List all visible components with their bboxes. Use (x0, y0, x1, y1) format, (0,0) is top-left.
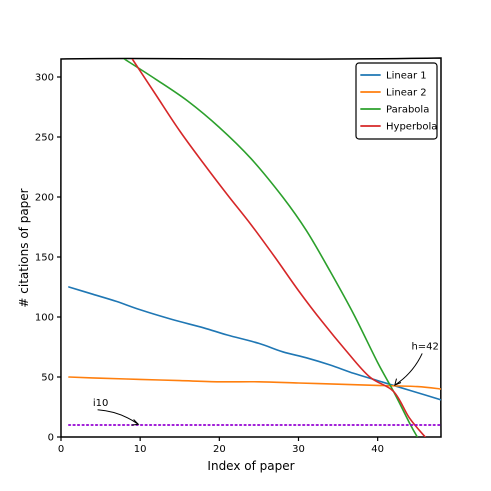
legend-label: Hyperbola (386, 122, 437, 133)
annotation-arrow (394, 353, 423, 386)
x-tick-label: 30 (292, 444, 305, 455)
y-tick-label: 200 (35, 193, 54, 204)
y-tick-label: 300 (35, 73, 54, 84)
y-tick-label: 250 (35, 133, 54, 144)
plot-frame (59, 57, 443, 439)
legend-label: Linear 1 (386, 71, 427, 82)
legend-label: Parabola (386, 105, 429, 116)
series-line-hyperbola (131, 59, 426, 437)
x-tick-label: 10 (134, 444, 147, 455)
y-axis-label: # citations of paper (17, 188, 31, 307)
x-tick-label: 0 (58, 444, 64, 455)
legend-box (355, 62, 438, 140)
y-tick-label: 150 (35, 253, 54, 264)
x-tick-label: 40 (371, 444, 384, 455)
y-tick-label: 50 (41, 373, 54, 384)
x-axis-label: Index of paper (207, 459, 294, 473)
y-tick-label: 0 (48, 433, 54, 444)
annotation-layer: h=42 i10 (93, 341, 439, 426)
series-layer (68, 59, 441, 437)
legend: Linear 1 Linear 2 Parabola Hyperbola (355, 62, 438, 140)
annotation-arrowhead (131, 419, 140, 426)
annotation-label: i10 (93, 398, 109, 409)
annotation-arrowhead (394, 378, 402, 386)
series-line-linear-1 (68, 286, 441, 401)
annotation-label: h=42 (411, 341, 438, 352)
y-tick-label: 100 (35, 313, 54, 324)
axes-layer: 0 10 20 30 40 0 50 100 150 200 250 300 (35, 57, 443, 455)
legend-label: Linear 2 (386, 88, 427, 99)
annotation-arrow (97, 409, 139, 425)
x-tick-label: 20 (213, 444, 226, 455)
